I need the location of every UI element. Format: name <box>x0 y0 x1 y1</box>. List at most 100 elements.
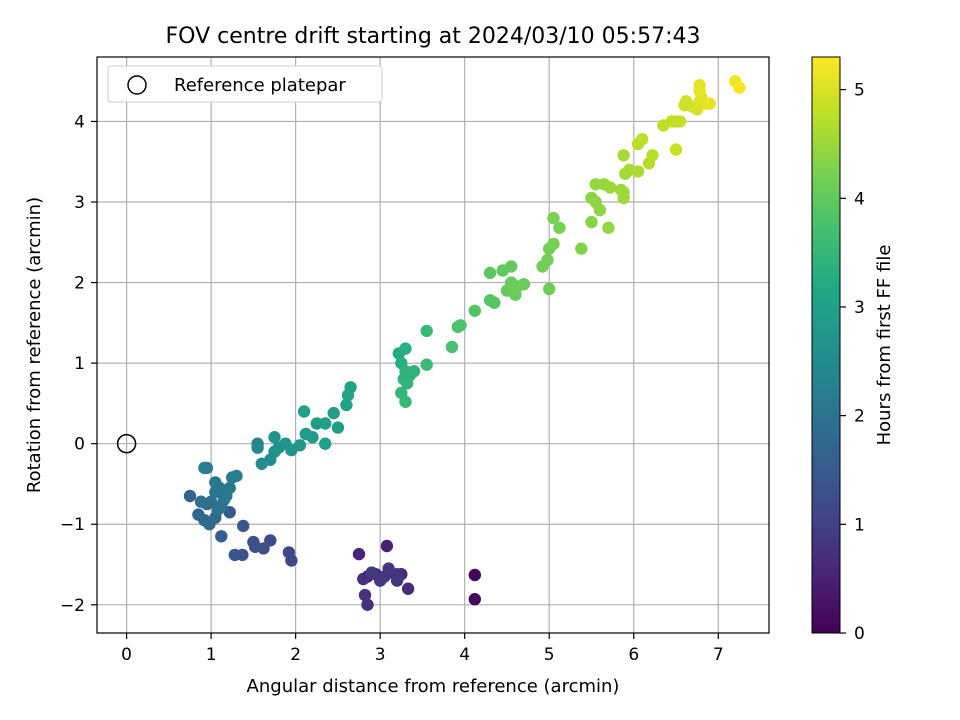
data-point <box>340 398 353 412</box>
data-point <box>306 431 319 444</box>
colorbar-tick-label: 1 <box>854 515 865 535</box>
data-point <box>468 568 481 582</box>
chart-title: FOV centre drift starting at 2024/03/10 … <box>166 24 701 49</box>
data-point <box>390 574 404 587</box>
data-point <box>420 358 433 371</box>
data-point <box>589 178 602 191</box>
y-tick-label: 1 <box>74 354 85 374</box>
data-point <box>507 284 520 297</box>
data-point <box>248 540 262 553</box>
data-point <box>636 133 649 146</box>
data-point <box>602 221 615 234</box>
legend-box <box>107 65 383 103</box>
data-point <box>319 417 332 430</box>
data-point <box>198 461 211 475</box>
data-point <box>374 574 387 587</box>
data-point <box>483 266 497 280</box>
y-tick-label: 4 <box>74 112 85 132</box>
data-point <box>382 562 395 575</box>
data-point <box>331 421 345 434</box>
data-point <box>407 365 421 378</box>
colorbar-tick-label: 4 <box>854 189 865 209</box>
colorbar-label: Hours from first FF file <box>874 245 895 446</box>
data-point <box>547 237 560 251</box>
x-tick-label: 4 <box>459 645 470 665</box>
data-point <box>365 566 378 579</box>
data-point <box>228 548 241 562</box>
data-point <box>399 395 412 408</box>
data-point <box>399 342 412 355</box>
data-point <box>352 547 366 561</box>
legend-marker-open-circle <box>127 75 147 95</box>
data-point <box>593 203 607 217</box>
data-point <box>420 324 433 338</box>
data-point <box>361 598 374 611</box>
x-tick-label: 3 <box>375 645 386 665</box>
data-point <box>380 539 394 553</box>
colorbar-tick-label: 3 <box>854 298 865 318</box>
data-point <box>401 582 415 595</box>
data-point <box>575 242 588 255</box>
x-axis-ticks: 0 1 2 3 4 5 6 7 <box>121 633 724 665</box>
data-point <box>282 546 296 559</box>
x-axis-label: Angular distance from reference (arcmin) <box>247 676 620 697</box>
data-point <box>357 572 370 586</box>
data-point <box>194 495 208 508</box>
data-point <box>693 79 706 92</box>
y-tick-label: 0 <box>74 435 85 455</box>
y-axis-label: Rotation from reference (arcmin) <box>24 197 45 493</box>
y-tick-label: 3 <box>74 193 85 213</box>
data-point <box>541 253 554 267</box>
data-point <box>237 519 250 533</box>
legend-label: Reference platepar <box>174 75 346 96</box>
data-point <box>468 593 481 606</box>
data-point <box>327 406 340 420</box>
x-tick-label: 2 <box>290 645 301 665</box>
data-point <box>669 143 683 156</box>
colorbar-ticks: 0 1 2 3 4 5 <box>840 81 865 644</box>
data-point <box>617 191 630 205</box>
x-tick-label: 1 <box>206 645 217 665</box>
data-point <box>674 115 687 128</box>
data-point <box>215 530 228 543</box>
y-axis-ticks: −2 −1 0 1 2 3 4 <box>60 112 97 616</box>
data-point <box>223 481 236 495</box>
colorbar-tick-label: 2 <box>854 407 865 427</box>
colorbar-gradient <box>811 56 841 634</box>
data-point <box>585 215 598 229</box>
data-point <box>646 149 659 162</box>
colorbar-tick-label: 5 <box>854 81 865 101</box>
data-point <box>319 437 332 450</box>
reference-platepar-marker <box>116 433 137 454</box>
x-tick-label: 6 <box>628 645 639 665</box>
data-point <box>631 165 645 178</box>
data-point <box>293 439 307 452</box>
data-point <box>553 221 566 234</box>
data-point <box>268 431 281 444</box>
data-point <box>454 319 467 332</box>
data-point <box>543 282 556 296</box>
data-point <box>209 476 222 489</box>
data-point <box>547 211 560 225</box>
data-point <box>617 149 630 162</box>
data-point <box>358 588 372 602</box>
legend: Reference platepar <box>107 65 383 103</box>
y-tick-label: −2 <box>60 596 85 616</box>
data-point <box>401 377 414 390</box>
x-tick-label: 0 <box>121 645 132 665</box>
data-point <box>445 340 459 354</box>
data-point <box>230 469 243 483</box>
grid-lines <box>97 57 769 633</box>
y-tick-label: 2 <box>74 274 85 294</box>
data-point <box>468 304 481 317</box>
data-point <box>344 381 357 394</box>
data-point <box>505 260 518 273</box>
colorbar-tick-label: 0 <box>854 624 865 644</box>
data-point <box>603 181 617 194</box>
data-points <box>183 75 746 611</box>
y-tick-label: −1 <box>60 515 85 535</box>
data-point <box>488 296 501 309</box>
data-point <box>703 97 716 110</box>
data-point <box>183 489 197 503</box>
x-tick-label: 5 <box>544 645 555 665</box>
